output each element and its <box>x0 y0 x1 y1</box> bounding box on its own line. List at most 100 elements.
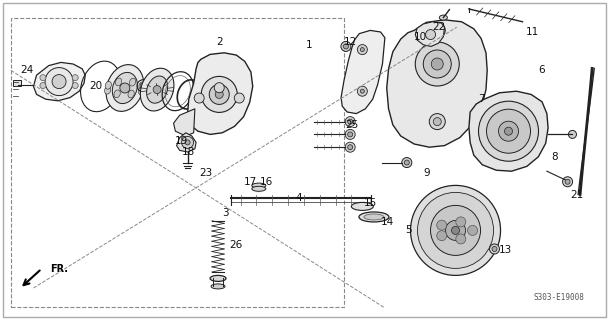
Circle shape <box>348 145 353 150</box>
Text: 24: 24 <box>20 65 33 76</box>
Circle shape <box>565 179 570 184</box>
Circle shape <box>429 114 445 130</box>
Text: S303-E19008: S303-E19008 <box>533 293 585 302</box>
Text: 6: 6 <box>539 65 545 76</box>
Ellipse shape <box>210 276 226 281</box>
Circle shape <box>357 44 367 55</box>
Circle shape <box>451 227 460 234</box>
Ellipse shape <box>351 203 373 211</box>
Circle shape <box>343 44 348 49</box>
Text: FR.: FR. <box>50 264 68 274</box>
Bar <box>11 18 344 307</box>
Text: 5: 5 <box>405 225 411 236</box>
Circle shape <box>446 220 465 240</box>
Ellipse shape <box>138 87 144 95</box>
Ellipse shape <box>252 183 266 188</box>
Text: 16: 16 <box>259 177 273 188</box>
Ellipse shape <box>105 86 111 94</box>
Polygon shape <box>188 53 253 134</box>
Circle shape <box>433 27 442 35</box>
Circle shape <box>404 160 409 165</box>
Circle shape <box>492 246 497 252</box>
Ellipse shape <box>439 15 448 20</box>
Text: 10: 10 <box>414 32 427 42</box>
Text: 17: 17 <box>244 177 258 188</box>
Text: 12: 12 <box>343 36 357 47</box>
Text: 20: 20 <box>90 81 103 92</box>
Bar <box>13 80 21 86</box>
Circle shape <box>153 86 161 94</box>
Circle shape <box>418 192 493 268</box>
Circle shape <box>120 83 130 93</box>
Circle shape <box>563 177 572 187</box>
Circle shape <box>52 75 66 89</box>
Polygon shape <box>174 109 195 136</box>
Circle shape <box>194 93 204 103</box>
Circle shape <box>345 142 355 152</box>
Text: 22: 22 <box>432 22 445 32</box>
Circle shape <box>504 127 513 135</box>
Circle shape <box>234 93 244 103</box>
Circle shape <box>348 132 353 137</box>
Circle shape <box>348 119 353 124</box>
Circle shape <box>45 68 73 96</box>
Circle shape <box>431 205 481 255</box>
Polygon shape <box>469 91 548 171</box>
Text: 26: 26 <box>230 240 243 250</box>
Circle shape <box>468 225 477 236</box>
Polygon shape <box>387 20 487 147</box>
Text: 19: 19 <box>175 136 188 146</box>
Polygon shape <box>33 62 85 101</box>
Ellipse shape <box>130 78 136 86</box>
Circle shape <box>201 76 238 112</box>
Circle shape <box>185 140 190 145</box>
Circle shape <box>479 101 538 161</box>
Circle shape <box>40 83 46 89</box>
Circle shape <box>415 42 459 86</box>
Text: 8: 8 <box>551 152 557 162</box>
Circle shape <box>456 217 466 227</box>
Ellipse shape <box>114 90 120 98</box>
Circle shape <box>429 22 445 38</box>
Circle shape <box>181 136 194 148</box>
Circle shape <box>357 86 367 96</box>
Circle shape <box>402 157 412 168</box>
Polygon shape <box>415 22 445 46</box>
Circle shape <box>487 109 530 153</box>
Circle shape <box>499 121 518 141</box>
Ellipse shape <box>106 65 144 111</box>
Ellipse shape <box>211 284 225 289</box>
Text: 14: 14 <box>381 217 395 228</box>
Text: 18: 18 <box>182 147 195 157</box>
Circle shape <box>426 29 435 40</box>
Text: 11: 11 <box>526 27 540 37</box>
Circle shape <box>72 75 78 81</box>
Text: 1: 1 <box>306 40 312 50</box>
Circle shape <box>209 84 229 104</box>
Text: 3: 3 <box>222 208 228 218</box>
Ellipse shape <box>140 68 174 111</box>
Text: 25: 25 <box>345 120 359 130</box>
Circle shape <box>40 75 46 81</box>
Ellipse shape <box>128 90 134 98</box>
Circle shape <box>456 234 466 244</box>
Circle shape <box>345 116 355 127</box>
Circle shape <box>215 90 224 99</box>
Ellipse shape <box>139 82 145 90</box>
Text: 13: 13 <box>499 244 512 255</box>
Text: 4: 4 <box>295 193 301 204</box>
Circle shape <box>437 220 447 230</box>
Polygon shape <box>177 133 196 152</box>
Circle shape <box>431 58 443 70</box>
Circle shape <box>423 50 451 78</box>
Polygon shape <box>341 30 385 114</box>
Circle shape <box>568 130 577 138</box>
Text: 23: 23 <box>199 168 213 178</box>
Text: 7: 7 <box>478 94 484 104</box>
Ellipse shape <box>359 212 389 222</box>
Circle shape <box>345 129 355 140</box>
Ellipse shape <box>112 72 138 104</box>
Circle shape <box>361 48 364 52</box>
Circle shape <box>361 89 364 93</box>
Circle shape <box>490 244 499 254</box>
